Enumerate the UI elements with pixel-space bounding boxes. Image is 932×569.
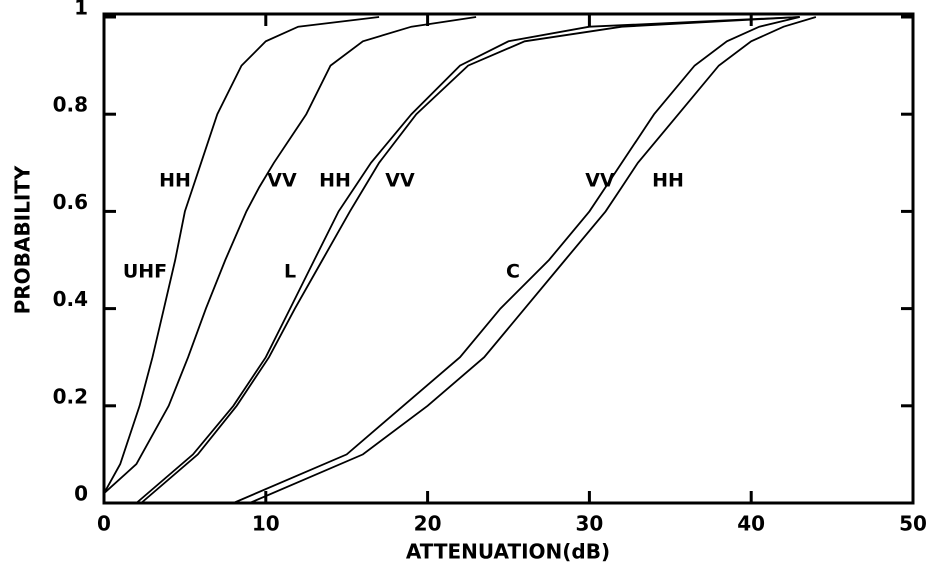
cdf-line bbox=[135, 16, 800, 504]
annotation: UHF bbox=[123, 261, 167, 283]
annotation: HH bbox=[319, 170, 351, 192]
cdf-line bbox=[233, 16, 800, 504]
cdf-line bbox=[103, 16, 477, 494]
annotation: VV bbox=[585, 170, 615, 192]
annotation: VV bbox=[267, 170, 297, 192]
y-tick-label: 0.2 bbox=[53, 384, 88, 408]
cdf-line bbox=[140, 16, 800, 504]
y-tick-label: 0.8 bbox=[53, 93, 88, 117]
annotation: HH bbox=[159, 170, 191, 192]
annotation: HH bbox=[652, 170, 684, 192]
x-tick-label: 50 bbox=[899, 512, 927, 536]
annotation: VV bbox=[385, 170, 415, 192]
y-tick-label: 0.6 bbox=[53, 190, 88, 214]
annotation: C bbox=[506, 261, 520, 283]
x-tick-label: 30 bbox=[575, 512, 603, 536]
cdf-line bbox=[103, 16, 380, 494]
x-tick-label: 20 bbox=[414, 512, 442, 536]
y-tick-label: 0.4 bbox=[53, 287, 88, 311]
x-tick-label: 40 bbox=[737, 512, 765, 536]
x-axis-label: ATTENUATION(dB) bbox=[406, 540, 610, 564]
plot-frame bbox=[102, 12, 915, 505]
x-tick-label: 0 bbox=[97, 512, 111, 536]
y-axis-label: PROBABILITY bbox=[11, 165, 35, 314]
annotation: L bbox=[284, 261, 296, 283]
cdf-line bbox=[249, 16, 817, 504]
y-tick-label: 1 bbox=[74, 0, 88, 20]
x-tick-label: 10 bbox=[252, 512, 280, 536]
y-tick-label: 0 bbox=[74, 482, 88, 506]
